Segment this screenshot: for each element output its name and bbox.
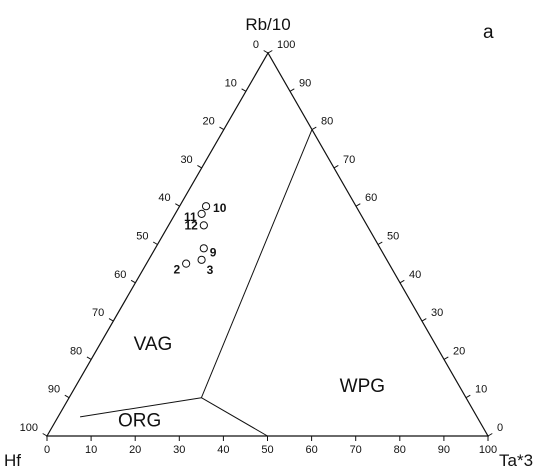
- tick-label-left: 50: [136, 231, 148, 243]
- tick-right: [487, 433, 493, 437]
- field-label-wpg: WPG: [340, 376, 385, 397]
- tick-label-bottom: 30: [173, 444, 185, 456]
- tick-label-left: 90: [48, 384, 60, 396]
- tick-left: [263, 50, 269, 54]
- ternary-frame: [45, 51, 490, 437]
- tick-label-bottom: 0: [44, 444, 50, 456]
- field-boundary: [200, 129, 313, 398]
- data-point: [199, 221, 208, 230]
- point-label: 10: [213, 201, 227, 215]
- tick-label-bottom: 70: [350, 444, 362, 456]
- panel-label: a: [483, 22, 494, 43]
- point-label: 3: [207, 263, 214, 277]
- tick-right: [267, 50, 273, 54]
- data-point: [182, 259, 191, 268]
- tick-label-left: 0: [253, 39, 259, 51]
- tick-right: [465, 394, 471, 399]
- tick-label-bottom: 80: [394, 444, 406, 456]
- tick-label-left: 60: [114, 269, 126, 281]
- tick-label-left: 80: [70, 345, 82, 357]
- tick-label-right: 70: [343, 154, 355, 166]
- tick-label-left: 100: [20, 422, 38, 434]
- apex-label-right: Ta*3: [499, 451, 533, 468]
- field-label-vag: VAG: [134, 334, 173, 355]
- point-label: 2: [173, 263, 180, 277]
- tick-label-right: 0: [497, 422, 503, 434]
- data-point: [197, 255, 206, 264]
- tick-right: [311, 126, 317, 131]
- tick-left: [219, 126, 225, 131]
- tick-right: [421, 318, 427, 322]
- tick-right: [399, 279, 405, 284]
- tick-left: [86, 356, 92, 360]
- data-point: [197, 209, 206, 218]
- tick-left: [108, 318, 114, 322]
- tick-label-right: 90: [299, 77, 311, 89]
- tick-left: [42, 433, 48, 437]
- field-label-org: ORG: [118, 411, 161, 432]
- tick-label-left: 70: [92, 307, 104, 319]
- tick-label-right: 40: [409, 269, 421, 281]
- point-label: 9: [210, 245, 217, 259]
- tick-right: [377, 241, 383, 245]
- tick-label-left: 40: [158, 192, 170, 204]
- tick-label-right: 50: [387, 231, 399, 243]
- tick-label-bottom: 90: [438, 444, 450, 456]
- tick-label-bottom: 20: [129, 444, 141, 456]
- tick-left: [64, 394, 70, 399]
- tick-label-left: 30: [180, 154, 192, 166]
- tick-label-right: 20: [453, 345, 465, 357]
- tick-label-bottom: 100: [479, 444, 497, 456]
- tick-right: [443, 356, 449, 360]
- tick-left: [175, 203, 180, 207]
- apex-label-top: Rb/10: [245, 15, 290, 34]
- data-point: [199, 244, 208, 253]
- tick-label-bottom: 60: [305, 444, 317, 456]
- tick-label-right: 80: [321, 116, 333, 128]
- point-label: 12: [184, 218, 198, 232]
- point-label: 11: [184, 210, 197, 224]
- tick-right: [289, 88, 295, 92]
- data-point: [201, 202, 211, 211]
- tick-label-left: 10: [225, 77, 237, 89]
- tick-label-right: 10: [475, 384, 487, 396]
- apex-label-left: Hf: [4, 451, 21, 468]
- field-boundary: [201, 397, 268, 437]
- tick-label-bottom: 50: [261, 444, 273, 456]
- tick-right: [355, 203, 361, 207]
- tick-label-right: 30: [431, 307, 443, 319]
- tick-left: [130, 279, 136, 284]
- tick-left: [197, 164, 202, 169]
- tick-label-left: 20: [203, 116, 215, 128]
- tick-right: [333, 164, 339, 169]
- field-boundary: [80, 397, 202, 418]
- tick-left: [241, 88, 247, 92]
- tick-label-bottom: 40: [217, 444, 229, 456]
- tick-label-right: 100: [277, 39, 295, 51]
- tick-label-right: 60: [365, 192, 377, 204]
- tick-label-bottom: 10: [85, 444, 97, 456]
- tick-left: [152, 241, 158, 245]
